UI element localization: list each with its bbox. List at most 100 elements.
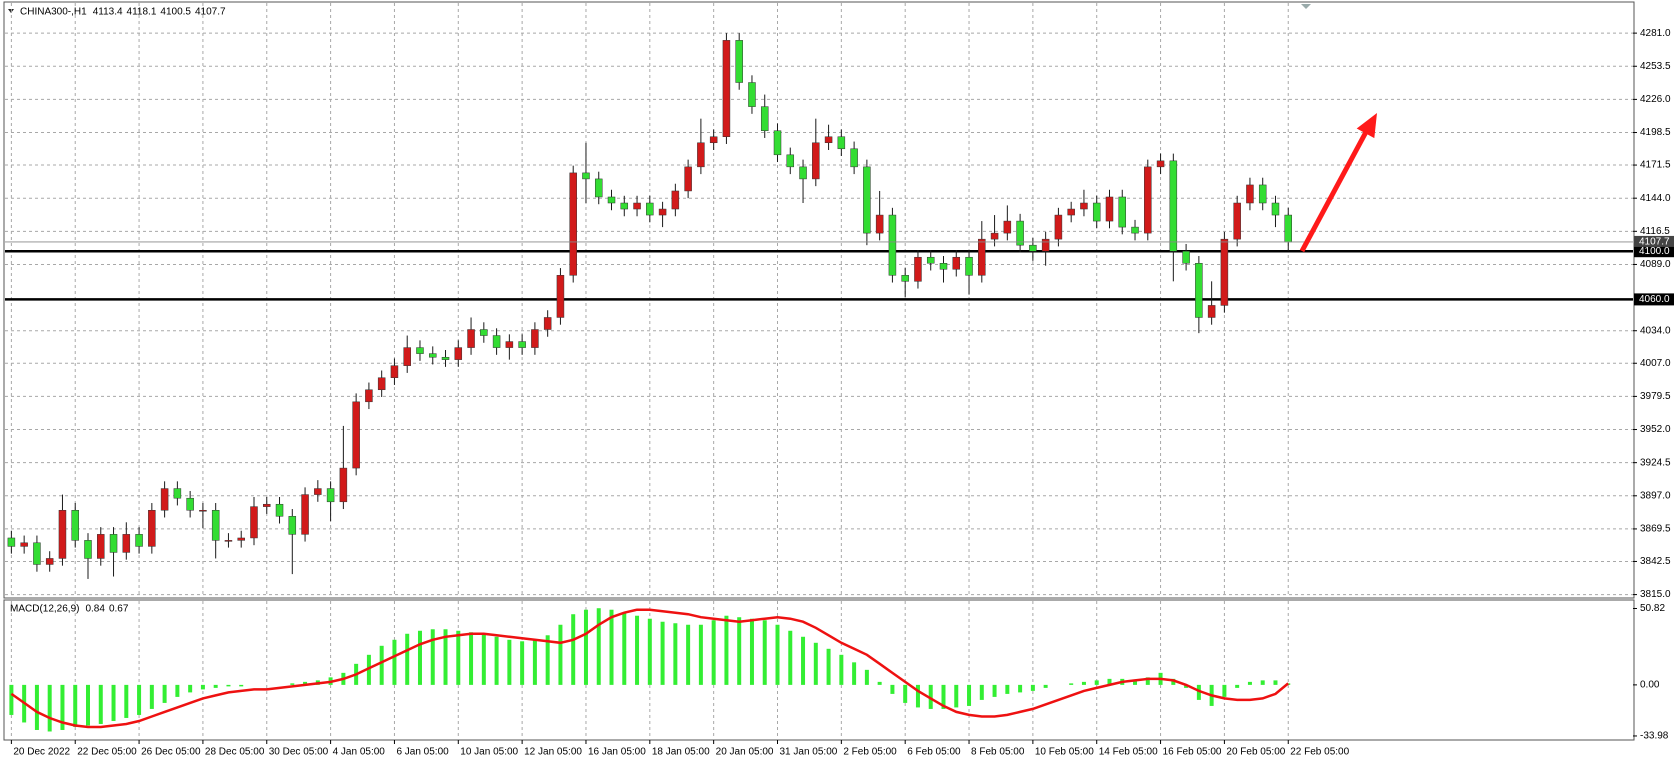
macd-bar [1018, 684, 1023, 693]
macd-bar [175, 684, 180, 697]
header-value: 0.84 [85, 604, 105, 615]
macd-bar [801, 636, 806, 685]
candle-body [135, 534, 143, 547]
macd-bar [162, 684, 167, 703]
y-tick-label: 50.82 [1640, 603, 1665, 614]
candle-body [697, 142, 705, 168]
x-tick-label: 16 Jan 05:00 [588, 747, 646, 758]
candle-body [1220, 238, 1229, 306]
macd-bar [520, 641, 525, 685]
macd-bar [749, 618, 754, 685]
macd-bar [660, 621, 665, 685]
y-tick-label: 3842.5 [1640, 556, 1671, 567]
candle-body [824, 136, 833, 144]
candle-body [1029, 244, 1037, 252]
macd-bar [1171, 678, 1176, 685]
candle-body [633, 202, 641, 210]
x-tick-label: 16 Feb 05:00 [1163, 747, 1222, 758]
macd-bar [928, 684, 933, 709]
y-tick-label: 4198.5 [1640, 127, 1671, 138]
macd-bar [762, 620, 767, 685]
candle-body [658, 208, 667, 216]
macd-bar [73, 684, 78, 727]
macd-bar [1043, 684, 1048, 688]
y-tick-label: 3897.0 [1640, 490, 1671, 501]
candle-body [148, 509, 156, 547]
header-value: 4100.5 [160, 7, 191, 18]
x-tick-label: 12 Jan 05:00 [524, 747, 582, 758]
x-tick-label: 20 Dec 2022 [13, 747, 70, 758]
macd-bar [1081, 681, 1086, 685]
candle-body [812, 142, 820, 180]
candle-body [403, 347, 411, 366]
candle-body [211, 509, 220, 541]
macd-bar [979, 684, 984, 700]
macd-bar [124, 684, 129, 718]
x-tick-label: 6 Feb 05:00 [907, 747, 961, 758]
macd-bar [826, 648, 831, 685]
macd-bar [1005, 684, 1010, 694]
candle-body [760, 106, 769, 131]
x-tick-label: 20 Jan 05:00 [716, 747, 774, 758]
candle-body [863, 166, 871, 234]
candle-body [1131, 226, 1139, 234]
candle-body [377, 377, 386, 391]
header-value: 4107.7 [195, 7, 226, 18]
macd-bar [60, 684, 65, 730]
candle-body [84, 540, 92, 559]
y-tick-label: 3869.5 [1640, 524, 1671, 535]
candle-body [301, 494, 309, 535]
macd-bar [545, 635, 550, 685]
macd-bar [1133, 680, 1138, 685]
x-tick-label: 26 Dec 05:00 [141, 747, 201, 758]
candle-body [735, 40, 743, 83]
macd-bar [226, 684, 231, 687]
y-tick-label: 4253.5 [1640, 61, 1671, 72]
macd-bar [469, 632, 474, 685]
y-tick-label: 4144.0 [1640, 193, 1671, 204]
macd-bar [532, 639, 537, 685]
candle-body [122, 534, 131, 553]
macd-bar [903, 684, 908, 703]
candle-body [454, 347, 463, 360]
x-tick-label: 14 Feb 05:00 [1099, 747, 1158, 758]
macd-bar [47, 684, 52, 732]
candle-body [71, 509, 79, 541]
candle-body [786, 154, 795, 168]
candle-body [722, 40, 731, 137]
candle-body [326, 488, 335, 503]
macd-bar [864, 669, 869, 685]
candle-body [914, 256, 922, 282]
x-tick-label: 4 Jan 05:00 [333, 747, 386, 758]
candle-body [224, 540, 233, 542]
macd-bar [213, 684, 218, 688]
macd-bar [456, 630, 461, 685]
y-tick-label: 3924.5 [1640, 457, 1671, 468]
macd-bar [852, 662, 857, 685]
candle-body [1118, 196, 1127, 228]
macd-bar [290, 683, 295, 685]
y-tick-label: 4171.5 [1640, 160, 1671, 171]
macd-bar [813, 642, 818, 685]
macd-bar [1094, 680, 1099, 685]
candle-body [990, 232, 999, 240]
macd-bar [379, 645, 384, 685]
macd-bar [941, 684, 946, 709]
candle-body [1041, 238, 1050, 252]
candle-body [1016, 220, 1024, 246]
macd-bar [673, 623, 678, 685]
y-tick-label: 0.00 [1640, 680, 1660, 691]
macd-bar [622, 612, 627, 685]
macd-bar [188, 684, 193, 693]
candle-body [620, 202, 629, 210]
macd-bar [405, 633, 410, 685]
candle-body [97, 534, 105, 559]
macd-bar [98, 684, 103, 724]
panel-title: CHINA300-,H1 [20, 7, 87, 18]
candle-body [339, 467, 348, 503]
candle-body [748, 82, 756, 107]
candle-body [1233, 202, 1241, 240]
candle-body [1207, 305, 1216, 318]
y-tick-label: -33.98 [1640, 731, 1669, 742]
macd-bar [609, 609, 614, 685]
